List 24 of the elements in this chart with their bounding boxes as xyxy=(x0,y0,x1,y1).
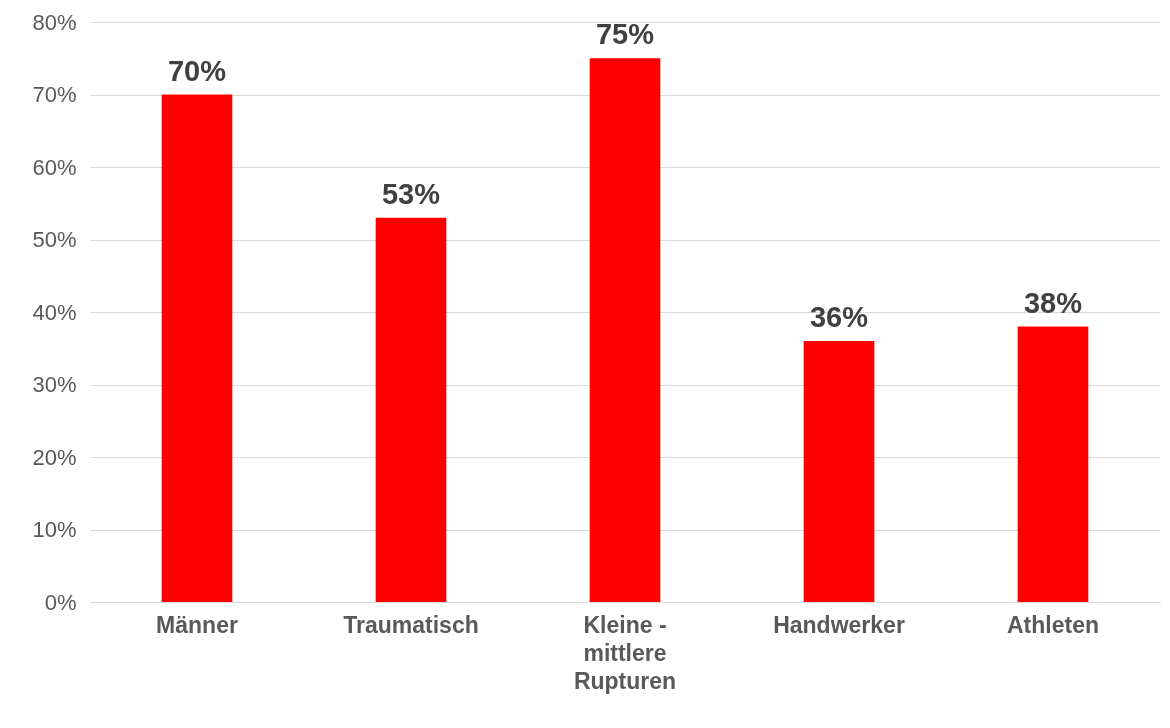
bar xyxy=(589,58,661,602)
y-tick-label: 70% xyxy=(32,82,77,107)
x-tick-label: Männer xyxy=(156,611,238,638)
data-label: 75% xyxy=(595,18,655,51)
y-tick-label: 0% xyxy=(44,589,77,615)
x-tick-label: Handwerker xyxy=(773,611,905,638)
x-tick-label: Kleine - mittlere Rupturen xyxy=(573,611,677,694)
x-tick-label: Traumatisch xyxy=(343,611,479,638)
y-tick-label: 20% xyxy=(32,444,77,470)
bar xyxy=(803,341,875,602)
y-tick-label: 10% xyxy=(32,517,77,542)
y-tick-label: 80% xyxy=(32,9,77,35)
bar xyxy=(375,217,447,602)
y-tick-label: 60% xyxy=(32,154,77,180)
data-label: 53% xyxy=(381,177,441,210)
bar xyxy=(1017,326,1089,602)
data-label: 38% xyxy=(1023,286,1083,319)
y-tick-label: 50% xyxy=(32,227,77,252)
x-tick-label: Athleten xyxy=(1007,611,1099,638)
y-tick-label: 30% xyxy=(32,372,77,397)
bar xyxy=(161,94,233,602)
data-label: 36% xyxy=(809,301,869,333)
y-tick-label: 40% xyxy=(32,299,77,325)
data-label: 70% xyxy=(167,54,227,87)
